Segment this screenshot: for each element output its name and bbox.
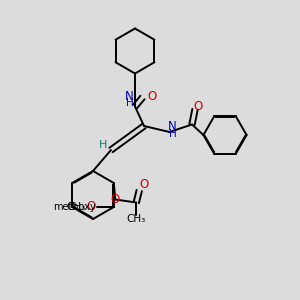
Text: O: O [111,193,120,206]
Text: O: O [139,178,148,191]
Text: methoxy: methoxy [53,202,96,212]
Text: N: N [168,120,177,133]
Text: H: H [126,98,134,108]
Text: O: O [147,89,156,103]
Text: H: H [169,129,176,140]
Text: CH₃: CH₃ [127,214,146,224]
Text: O: O [194,100,202,113]
Text: N: N [125,89,134,103]
Text: CH₃: CH₃ [67,202,86,212]
Text: O: O [87,200,96,214]
Text: H: H [98,140,107,150]
